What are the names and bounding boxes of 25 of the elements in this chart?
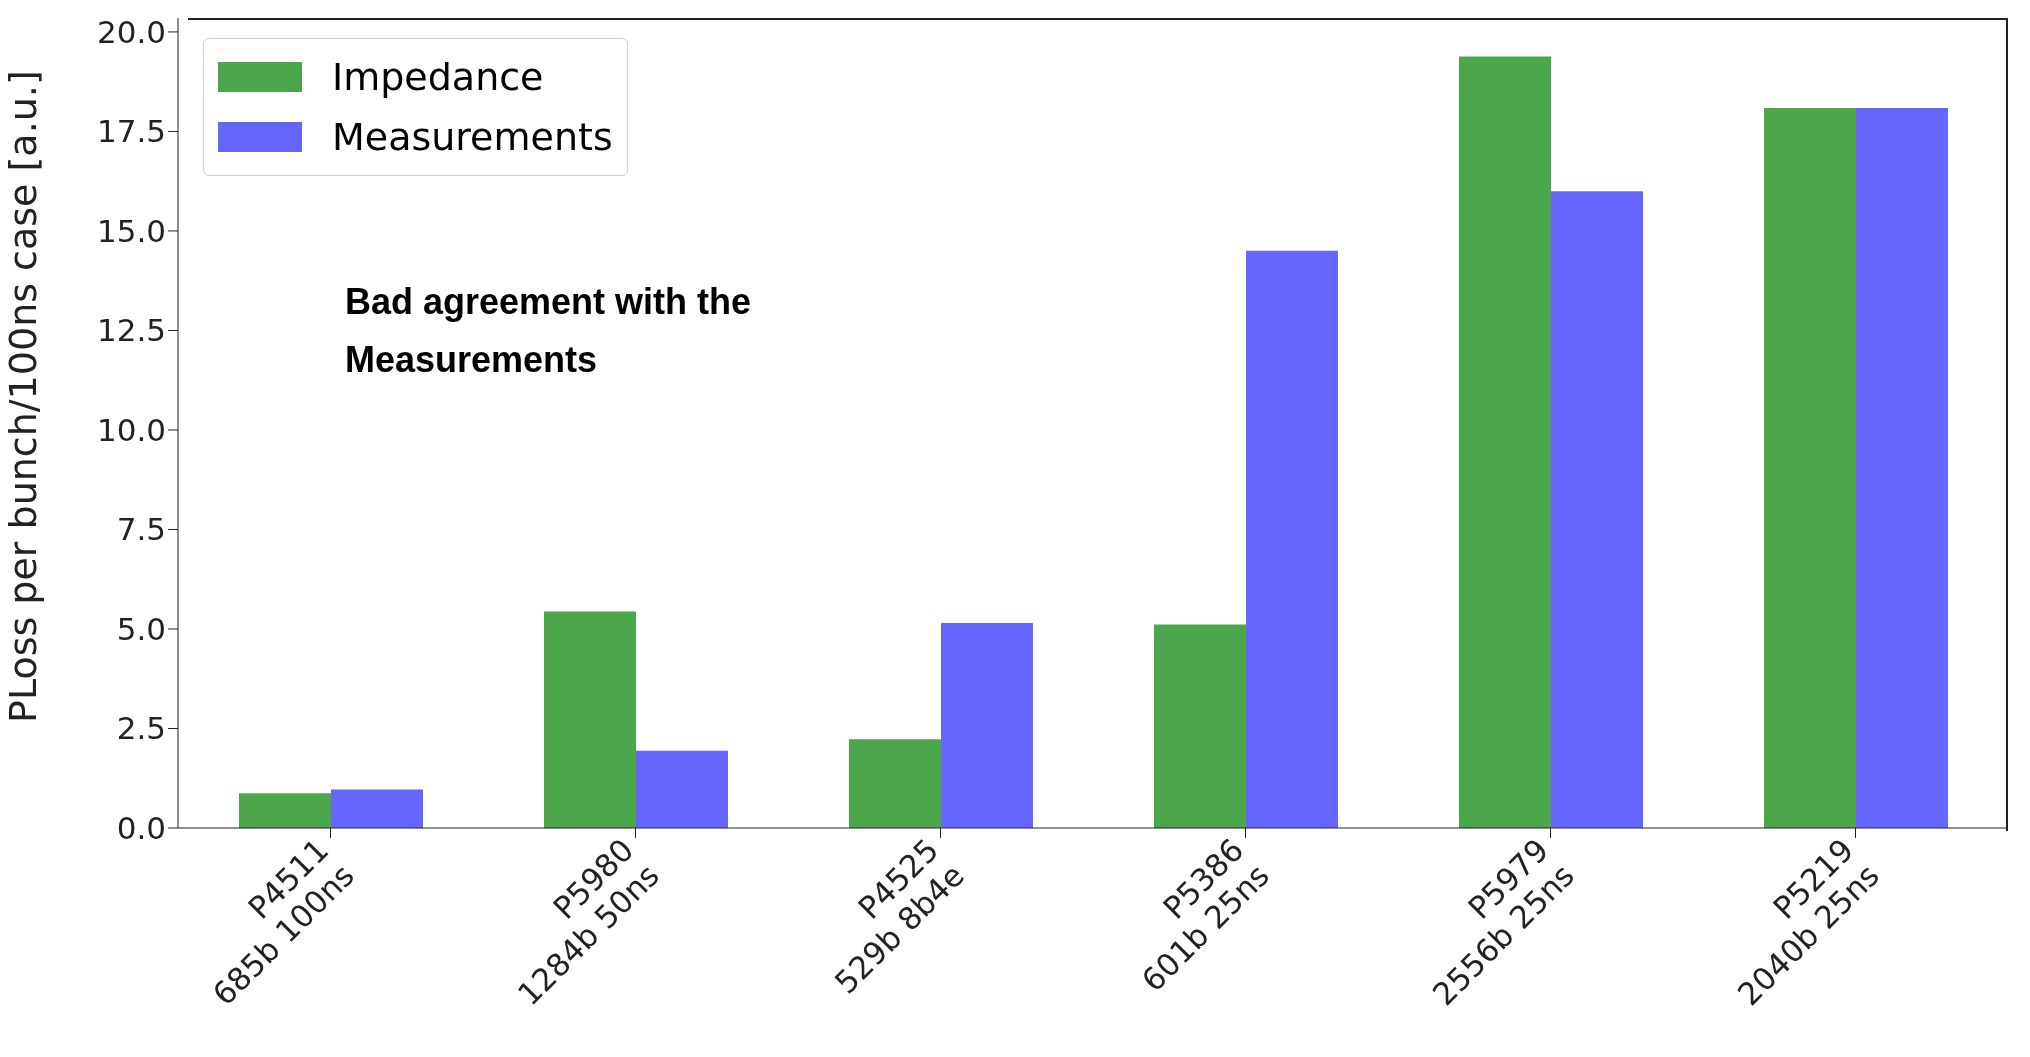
bar: [544, 611, 636, 828]
bar: [636, 750, 728, 828]
bar: [1154, 624, 1246, 828]
y-tick-label: 17.5: [96, 113, 166, 150]
y-tick-label: 10.0: [96, 411, 166, 448]
bar: [1856, 107, 1948, 828]
legend-label: Impedance: [332, 55, 544, 99]
legend-label: Measurements: [332, 115, 613, 159]
bar: [1459, 56, 1551, 828]
bar: [941, 623, 1033, 828]
bar: [331, 789, 423, 828]
y-tick-label: 20.0: [96, 13, 166, 50]
bar: [1551, 191, 1643, 828]
bar: [1764, 107, 1856, 828]
bar: [1246, 250, 1338, 828]
y-tick-label: 2.5: [116, 710, 166, 747]
annotation: Bad agreement with the Measurements: [345, 280, 752, 382]
y-tick-label: 0.0: [116, 810, 166, 847]
y-tick-label: 5.0: [116, 610, 166, 647]
y-tick-label: 15.0: [96, 212, 166, 249]
bar: [849, 739, 941, 828]
y-tick-label: 7.5: [116, 511, 166, 548]
bar: [239, 793, 331, 828]
y-tick-label: 12.5: [96, 312, 166, 349]
y-axis-title: PLoss per bunch/100ns case [a.u.]: [1, 70, 46, 723]
